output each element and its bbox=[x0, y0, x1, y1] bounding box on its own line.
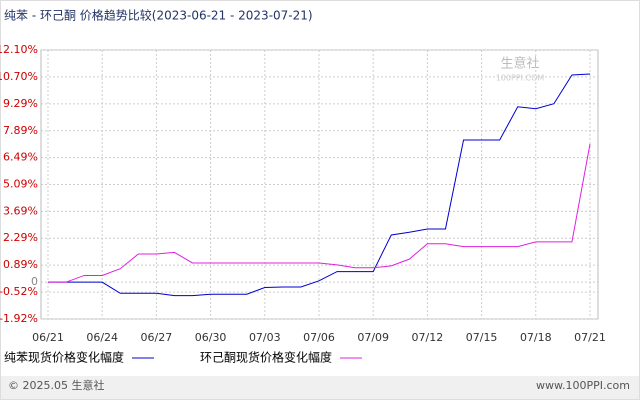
x-tick-label: 07/06 bbox=[303, 331, 335, 344]
x-tick-label: 06/30 bbox=[195, 331, 227, 344]
x-tick-label: 07/21 bbox=[574, 331, 606, 344]
y-tick-label: 2.29% bbox=[3, 231, 38, 244]
watermark: 100PPI.COM bbox=[496, 74, 545, 83]
x-tick-label: 06/21 bbox=[32, 331, 64, 344]
x-tick-label: 06/24 bbox=[86, 331, 118, 344]
series-line bbox=[48, 143, 591, 283]
footer-bar bbox=[1, 376, 639, 399]
y-tick-label: -1.92% bbox=[0, 312, 38, 325]
x-tick-label: 07/12 bbox=[412, 331, 444, 344]
y-tick-label: 0.89% bbox=[3, 258, 38, 271]
x-tick-label: 07/18 bbox=[520, 331, 552, 344]
series-line bbox=[48, 73, 591, 297]
legend-label: 环己酮现货价格变化幅度 bbox=[200, 350, 332, 365]
y-tick-label: 7.89% bbox=[3, 124, 38, 137]
y-tick-label: 3.69% bbox=[3, 204, 38, 217]
chart-title: 纯苯 - 环己酮 价格趋势比较(2023-06-21 - 2023-07-21) bbox=[4, 8, 313, 23]
y-tick-label: -0.52% bbox=[0, 285, 38, 298]
y-tick-label: 12.10% bbox=[0, 43, 38, 56]
y-tick-label: 6.49% bbox=[3, 151, 38, 164]
y-tick-label: 10.70% bbox=[0, 70, 38, 83]
x-tick-label: 07/03 bbox=[249, 331, 281, 344]
y-tick-label: 5.09% bbox=[3, 178, 38, 191]
y-tick-label: 9.29% bbox=[3, 97, 38, 110]
legend-label: 纯苯现货价格变化幅度 bbox=[4, 350, 124, 365]
x-tick-label: 07/15 bbox=[466, 331, 498, 344]
footer-left: © 2025.05 生意社 bbox=[8, 378, 104, 392]
y-tick-label: 0 bbox=[31, 275, 38, 288]
x-tick-label: 07/09 bbox=[357, 331, 389, 344]
watermark: 生意社 bbox=[500, 56, 539, 72]
x-tick-label: 06/27 bbox=[141, 331, 173, 344]
footer-right: www.100PPI.com bbox=[536, 379, 630, 392]
